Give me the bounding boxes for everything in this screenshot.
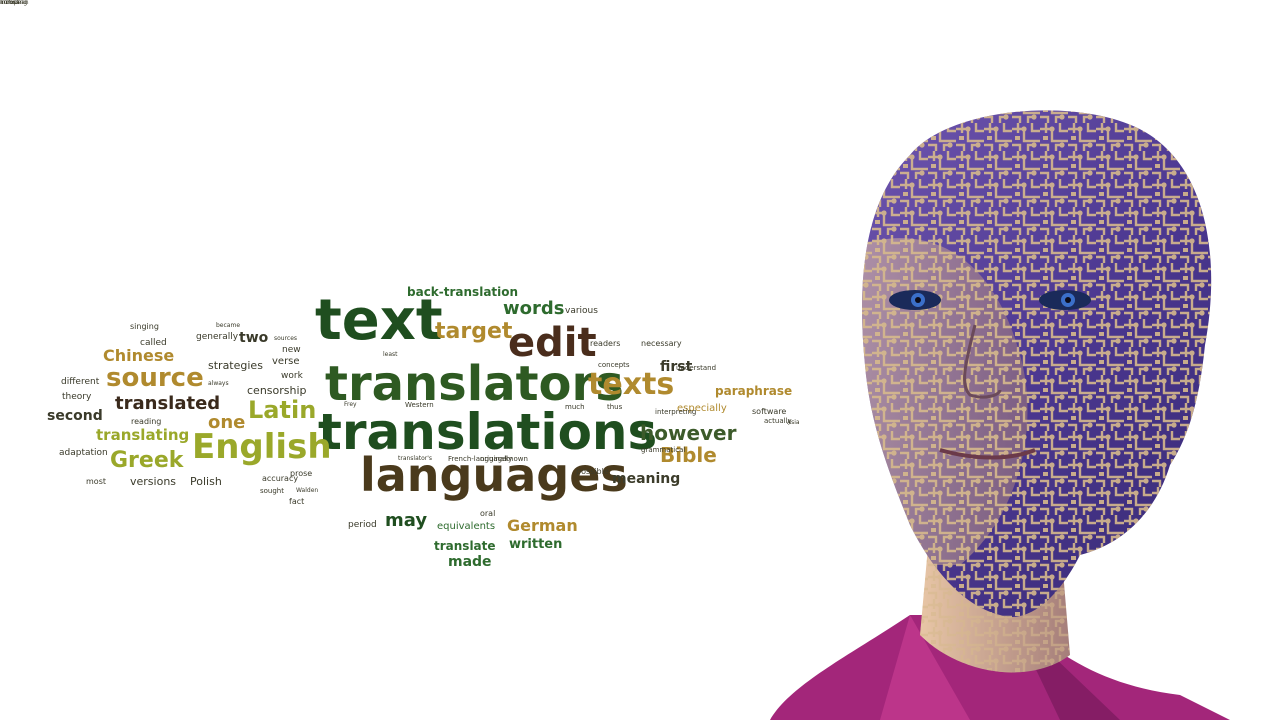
word-40: singing — [130, 322, 159, 331]
word-47: possible — [576, 467, 609, 476]
word-58: most — [86, 477, 106, 486]
circuit-robot-head-image — [770, 110, 1230, 720]
head — [862, 110, 1212, 617]
word-65: understand — [676, 364, 717, 372]
word-0: text — [315, 288, 443, 353]
word-60: originally — [480, 455, 513, 463]
word-49: software — [752, 407, 787, 416]
word-19: may — [385, 510, 428, 531]
word-72: sources — [274, 335, 298, 342]
word-14: translated — [115, 393, 221, 414]
nose — [963, 324, 1002, 399]
word-28: two — [239, 330, 269, 346]
word-59: French-language — [448, 455, 507, 463]
word-25: first — [660, 359, 693, 375]
word-70: least — [383, 351, 398, 358]
word-26: paraphrase — [715, 384, 793, 398]
word-71: always — [208, 380, 229, 387]
word-cloud: text translators translations languages edit… — [0, 0, 800, 570]
word-50: oral — [480, 509, 496, 518]
word-52: prose — [290, 469, 313, 478]
word-42: generally — [196, 332, 239, 342]
mouth — [939, 448, 1036, 460]
right-eye — [1039, 290, 1091, 310]
word-6: English — [192, 427, 332, 467]
word-36: period — [348, 520, 377, 530]
word-30: Polish — [190, 475, 222, 488]
word-62: much — [565, 403, 585, 411]
word-77: European — [0, 0, 29, 6]
word-18: second — [47, 408, 103, 424]
word-10: target — [435, 319, 513, 344]
word-32: strategies — [208, 359, 263, 372]
word-55: work — [281, 371, 303, 381]
word-67: actually — [764, 417, 792, 425]
word-63: thus — [607, 403, 623, 411]
word-56: new — [282, 345, 301, 355]
word-22: written — [509, 537, 563, 552]
word-8: Latin — [248, 396, 317, 424]
word-35: equivalents — [437, 521, 496, 532]
word-21: meaning — [612, 471, 681, 487]
word-44: readers — [590, 339, 621, 348]
word-11: words — [503, 298, 565, 319]
word-61: known — [505, 455, 528, 463]
word-53: accuracy — [262, 474, 299, 483]
word-41: called — [140, 338, 167, 348]
word-12: however — [640, 421, 737, 445]
word-74: translator's — [398, 455, 433, 462]
word-43: various — [565, 306, 598, 316]
word-31: censorship — [247, 384, 307, 397]
word-29: versions — [130, 475, 177, 488]
word-57: reading — [131, 417, 162, 426]
word-9: Greek — [110, 448, 184, 473]
word-37: adaptation — [59, 448, 108, 458]
word-5: texts — [588, 367, 675, 402]
word-17: one — [208, 412, 246, 433]
word-16: translating — [96, 426, 190, 444]
word-54: sought — [260, 487, 284, 495]
word-2: translations — [318, 403, 658, 461]
word-27: back-translation — [407, 285, 519, 299]
word-46: concepts — [598, 361, 630, 369]
left-eye — [889, 290, 941, 310]
word-15: Chinese — [103, 346, 175, 365]
word-7: source — [106, 363, 204, 393]
word-66: interpreting — [655, 408, 697, 416]
word-24: translate — [434, 539, 496, 553]
word-76: across — [0, 0, 20, 6]
word-68: Asia — [787, 419, 800, 426]
word-38: theory — [62, 392, 92, 402]
word-20: German — [507, 516, 578, 535]
word-51: fact — [289, 497, 305, 506]
word-45: necessary — [641, 339, 682, 348]
word-78: including — [0, 0, 28, 6]
word-13: Bible — [660, 443, 717, 467]
word-48: grammatical — [641, 446, 686, 454]
word-3: languages — [360, 448, 628, 502]
word-4: edit — [508, 320, 597, 366]
word-33: verse — [272, 356, 300, 367]
word-23: made — [448, 554, 492, 570]
word-34: especially — [677, 403, 727, 414]
word-75: Walden — [296, 487, 319, 494]
word-69: Frey — [344, 401, 357, 408]
word-64: Western — [405, 401, 434, 409]
word-39: different — [61, 377, 100, 387]
word-73: became — [216, 322, 241, 329]
word-1: translators — [325, 356, 624, 412]
